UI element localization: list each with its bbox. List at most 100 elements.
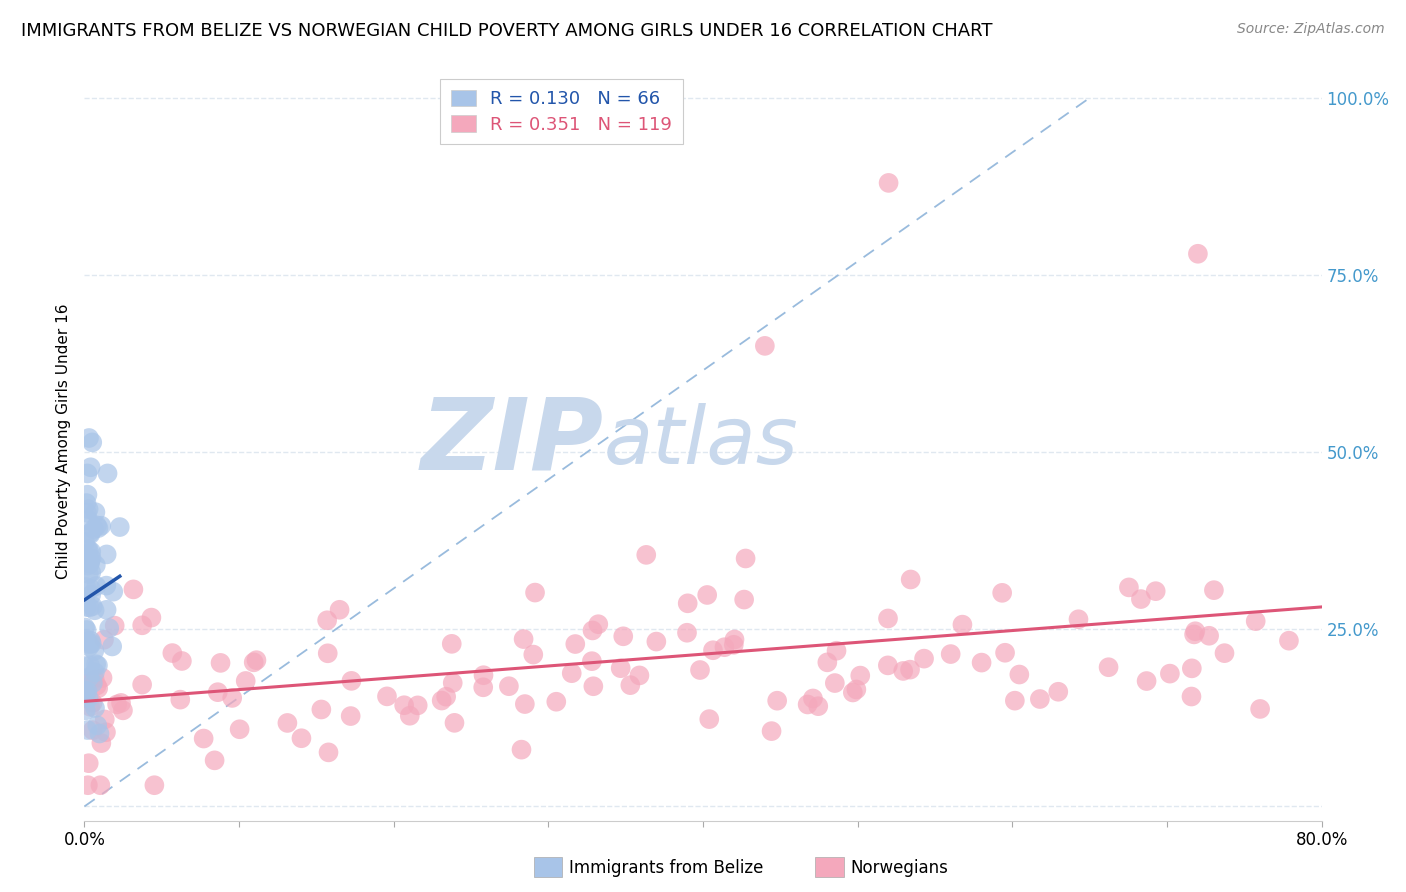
Point xyxy=(443,715,465,730)
Point xyxy=(766,694,789,708)
Point xyxy=(398,708,420,723)
Point xyxy=(82,696,104,710)
Point xyxy=(1118,581,1140,595)
Point xyxy=(498,679,520,693)
Point xyxy=(898,663,921,677)
Point xyxy=(79,460,101,475)
Point xyxy=(77,542,100,557)
Point xyxy=(406,698,429,713)
Point xyxy=(76,723,98,737)
Point xyxy=(1244,614,1267,628)
Point xyxy=(108,520,131,534)
Point xyxy=(340,673,363,688)
Point xyxy=(83,522,105,536)
Point xyxy=(76,600,98,615)
Point xyxy=(77,778,100,792)
Point xyxy=(79,557,101,571)
Point xyxy=(636,548,658,562)
Point xyxy=(79,699,101,714)
Point xyxy=(245,653,267,667)
Point xyxy=(77,513,100,527)
Point xyxy=(75,691,97,706)
Point xyxy=(80,551,103,566)
Point xyxy=(110,696,132,710)
Point xyxy=(76,506,98,520)
Point xyxy=(83,603,105,617)
Point xyxy=(952,617,974,632)
Point xyxy=(316,646,339,660)
Point xyxy=(86,679,108,693)
Point xyxy=(96,467,118,481)
Point xyxy=(86,718,108,732)
Point xyxy=(79,525,101,540)
Point xyxy=(131,618,153,632)
Point xyxy=(90,518,112,533)
Point xyxy=(96,603,118,617)
Point xyxy=(994,646,1017,660)
Point xyxy=(193,731,215,746)
Point xyxy=(80,636,103,650)
Point xyxy=(733,592,755,607)
Point xyxy=(546,695,568,709)
Point xyxy=(80,566,103,580)
Point xyxy=(87,521,110,535)
Point xyxy=(430,693,453,707)
Point xyxy=(564,637,586,651)
Point xyxy=(86,518,108,533)
Point xyxy=(1198,629,1220,643)
Point xyxy=(290,731,312,746)
Point xyxy=(392,698,415,713)
Point xyxy=(84,657,107,672)
Point xyxy=(89,778,111,792)
Point xyxy=(522,648,544,662)
Point xyxy=(1180,690,1202,704)
Point xyxy=(441,676,464,690)
Point xyxy=(991,586,1014,600)
Point xyxy=(1181,661,1204,675)
Point xyxy=(131,678,153,692)
Point xyxy=(204,753,226,767)
Point xyxy=(79,670,101,684)
Point xyxy=(73,687,96,701)
Point xyxy=(375,690,398,704)
Point xyxy=(619,678,641,692)
Point xyxy=(689,663,711,677)
Point xyxy=(825,644,848,658)
Point xyxy=(98,621,121,635)
Point xyxy=(876,658,898,673)
Point xyxy=(104,618,127,632)
Point xyxy=(316,613,339,627)
Point xyxy=(801,691,824,706)
Point xyxy=(849,668,872,682)
Point xyxy=(1187,246,1209,260)
Point xyxy=(82,599,104,614)
Point xyxy=(609,661,631,675)
Point xyxy=(242,656,264,670)
Point xyxy=(73,621,96,635)
Point xyxy=(73,683,96,698)
Point xyxy=(582,679,605,693)
Point xyxy=(318,745,340,759)
Text: atlas: atlas xyxy=(605,402,799,481)
Point xyxy=(588,617,610,632)
Point xyxy=(754,339,776,353)
Point xyxy=(101,640,124,654)
Point xyxy=(76,623,98,637)
Point xyxy=(581,654,603,668)
Point xyxy=(1278,633,1301,648)
Point xyxy=(1008,667,1031,681)
Legend: R = 0.130   N = 66, R = 0.351   N = 119: R = 0.130 N = 66, R = 0.351 N = 119 xyxy=(440,79,683,145)
Point xyxy=(891,664,914,678)
Point xyxy=(80,633,103,648)
Y-axis label: Child Poverty Among Girls Under 16: Child Poverty Among Girls Under 16 xyxy=(56,304,72,579)
Point xyxy=(645,634,668,648)
Point xyxy=(79,658,101,673)
Point xyxy=(440,637,463,651)
Point xyxy=(82,723,104,738)
Point xyxy=(1129,592,1152,607)
Point xyxy=(96,548,118,562)
Point xyxy=(1144,584,1167,599)
Point xyxy=(83,644,105,658)
Point xyxy=(79,554,101,568)
Point xyxy=(676,625,699,640)
